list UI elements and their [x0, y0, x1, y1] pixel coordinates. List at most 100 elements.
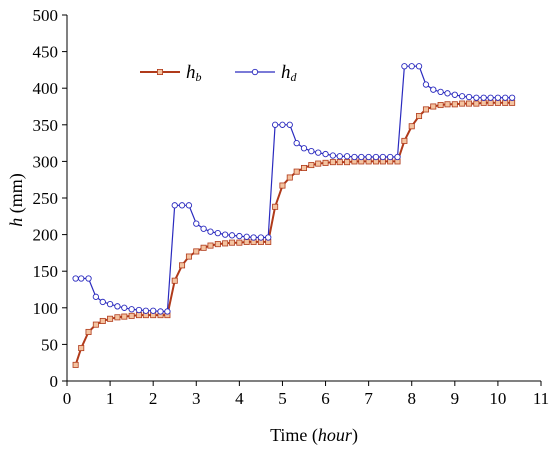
data-point-h-d — [128, 306, 135, 313]
data-point-h-d — [114, 303, 121, 310]
data-point-h-b — [185, 253, 192, 260]
data-point-h-d — [365, 153, 372, 161]
data-point-h-b — [401, 137, 408, 144]
data-point-h-d — [243, 233, 250, 240]
x-axis-title-suffix: ) — [352, 425, 358, 446]
data-point-h-d — [228, 232, 236, 239]
data-point-h-b — [121, 313, 128, 320]
legend-swatch-marker — [156, 69, 163, 76]
data-point-h-b — [430, 103, 437, 110]
data-point-h-d — [300, 145, 308, 152]
data-point-h-b — [92, 321, 99, 328]
data-point-h-b — [179, 262, 186, 269]
data-point-h-b — [416, 113, 423, 120]
data-point-h-d — [271, 121, 279, 128]
data-point-h-b — [229, 239, 236, 246]
data-point-h-d — [372, 153, 380, 161]
data-point-h-b — [408, 123, 415, 130]
data-point-h-b — [72, 361, 79, 368]
data-point-h-d — [178, 202, 186, 209]
data-point-h-b — [114, 314, 121, 321]
y-axis-title: h (mm) — [6, 173, 27, 227]
x-tick-label: 5 — [278, 389, 287, 408]
y-tick-label: 200 — [33, 226, 59, 245]
data-point-h-b — [509, 99, 516, 106]
legend-swatch-marker — [251, 68, 259, 76]
data-point-h-b — [243, 238, 250, 245]
axes — [66, 15, 541, 382]
data-point-h-b — [480, 99, 487, 106]
data-point-h-d — [415, 63, 423, 70]
data-point-h-b — [466, 100, 473, 107]
data-point-h-b — [128, 312, 135, 319]
x-tick-label: 6 — [321, 389, 330, 408]
data-point-h-d — [451, 91, 458, 98]
x-tick-label: 10 — [489, 389, 506, 408]
data-point-h-d — [214, 229, 221, 237]
x-axis-title: Time (hour) — [270, 425, 358, 446]
y-axis-title-var: h — [6, 218, 26, 227]
y-tick-label: 150 — [33, 262, 59, 281]
x-axis-title-unit: hour — [318, 425, 353, 445]
data-point-h-d — [135, 306, 143, 314]
data-point-h-d — [444, 90, 451, 97]
data-point-h-d — [106, 300, 114, 308]
x-tick-label: 8 — [407, 389, 416, 408]
data-point-h-d — [85, 275, 92, 282]
data-point-h-d — [508, 94, 516, 101]
data-point-h-b — [451, 101, 458, 108]
y-tick-label: 100 — [33, 299, 59, 318]
data-point-h-b — [300, 164, 307, 171]
x-axis-ticks: 0 1 2 3 4 5 6 7 8 9 10 11 — [63, 381, 549, 408]
data-point-h-d — [150, 307, 157, 314]
data-point-h-d — [494, 94, 502, 101]
data-point-h-b — [329, 159, 336, 166]
data-point-h-d — [437, 88, 444, 96]
data-point-h-b — [444, 101, 451, 108]
legend-item-h-d: hd — [235, 62, 298, 84]
data-point-h-d — [164, 308, 171, 315]
data-point-h-b — [272, 203, 279, 210]
data-point-h-d — [92, 293, 100, 300]
x-tick-label: 4 — [235, 389, 244, 408]
data-point-h-d — [78, 275, 85, 282]
data-point-h-b — [437, 102, 444, 109]
data-point-h-b — [171, 277, 178, 284]
data-point-h-d — [430, 86, 437, 93]
data-point-h-d — [221, 231, 229, 238]
data-point-h-b — [293, 168, 300, 175]
data-point-h-d — [408, 63, 415, 70]
series-h-d — [72, 63, 516, 315]
data-point-h-b — [459, 100, 466, 107]
data-point-h-d — [236, 232, 243, 240]
series-h-b — [72, 99, 516, 368]
legend-label: hb — [186, 62, 202, 84]
data-point-h-d — [257, 234, 265, 241]
legend-label: hd — [281, 62, 298, 84]
data-point-h-d — [279, 121, 286, 128]
y-tick-label: 250 — [33, 189, 59, 208]
data-point-h-b — [322, 159, 329, 166]
data-point-h-b — [279, 182, 286, 189]
series-layer — [72, 63, 516, 368]
data-point-h-b — [99, 317, 106, 324]
y-tick-label: 0 — [50, 372, 59, 391]
data-point-h-d — [343, 153, 351, 160]
x-tick-label: 11 — [533, 389, 549, 408]
data-point-h-b — [107, 315, 114, 322]
data-point-h-d — [465, 93, 473, 101]
data-point-h-d — [207, 228, 214, 235]
x-tick-label: 2 — [149, 389, 158, 408]
data-point-h-d — [502, 94, 509, 101]
data-point-h-d — [286, 121, 293, 128]
data-point-h-d — [185, 202, 193, 209]
legend: hb hd — [140, 62, 298, 84]
data-point-h-b — [494, 99, 501, 106]
x-axis-title-prefix: Time ( — [270, 425, 318, 446]
data-point-h-b — [193, 248, 200, 255]
data-point-h-b — [315, 160, 322, 167]
data-point-h-d — [336, 153, 343, 160]
y-tick-label: 450 — [33, 43, 59, 62]
data-point-h-d — [473, 94, 480, 101]
